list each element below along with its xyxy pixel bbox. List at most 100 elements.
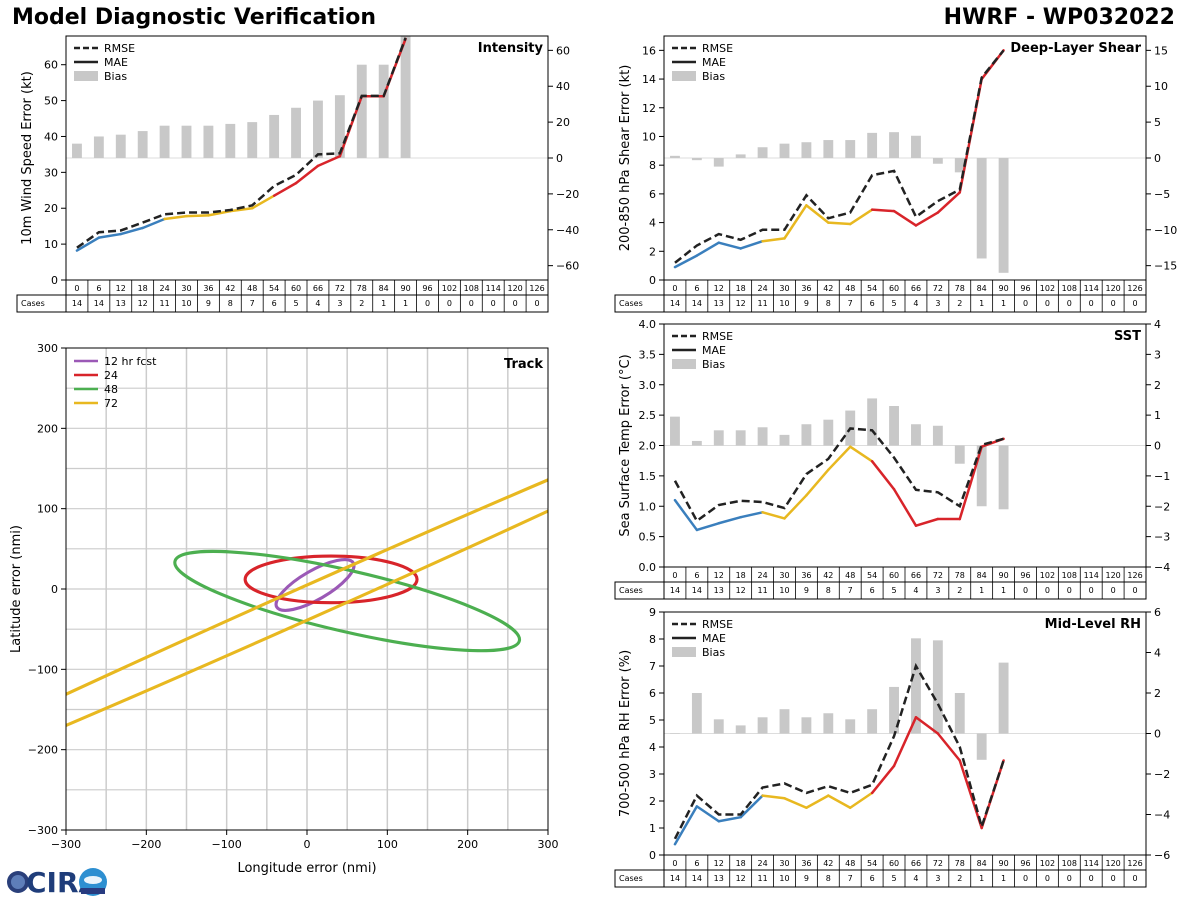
y-tick-label: 2 (649, 245, 656, 258)
cases-row (614, 294, 1147, 313)
bias-bar (670, 733, 680, 734)
hour-label: 84 (379, 284, 389, 293)
mae-segment (185, 214, 210, 218)
case-count: 0 (1111, 586, 1116, 595)
y-tick-label: 9 (649, 606, 656, 619)
x-tick-label: −200 (131, 838, 161, 851)
legend-label: 72 (104, 397, 118, 410)
cases-label: Cases (619, 874, 643, 883)
hour-label: 48 (845, 571, 855, 580)
hour-label: 6 (96, 284, 101, 293)
bias-bar (225, 123, 236, 158)
bias-bar (889, 686, 899, 734)
panel-track: −300−300−200−200−100−1000010010020020030… (9, 342, 559, 876)
hour-label: 102 (1040, 284, 1055, 293)
bias-bar (867, 132, 878, 158)
hour-label: 36 (801, 284, 811, 293)
rmse-line (673, 427, 1004, 523)
hour-label: 120 (1105, 284, 1120, 293)
case-count: 14 (670, 874, 680, 883)
case-count: 4 (913, 586, 918, 595)
hour-label: 114 (1084, 859, 1099, 868)
hour-label: 0 (672, 284, 677, 293)
case-count: 0 (1132, 874, 1137, 883)
bias-bar (757, 427, 768, 446)
y-tick-label: 12 (642, 102, 656, 115)
case-count: 0 (1089, 874, 1094, 883)
mae-segment (783, 494, 808, 520)
mae-segment (936, 732, 962, 762)
case-count: 4 (913, 874, 918, 883)
case-count: 0 (1067, 586, 1072, 595)
y-tick-label: 3 (649, 768, 656, 781)
case-count: 0 (1111, 299, 1116, 308)
mae-segment (207, 209, 232, 217)
hour-label: 84 (977, 284, 987, 293)
mae-segment (892, 487, 918, 527)
error-ellipse-2 (168, 532, 526, 671)
mae-segment (980, 49, 1005, 81)
y-tick-label: 0.5 (639, 531, 657, 544)
hour-label: 90 (998, 284, 1008, 293)
mae-segment (848, 208, 874, 226)
bias-bar (378, 64, 389, 158)
bias-bar (757, 717, 768, 734)
hour-label: 60 (889, 859, 899, 868)
cases-label: Cases (21, 299, 45, 308)
case-count: 6 (272, 299, 277, 308)
legend-bias-swatch (672, 359, 696, 369)
hour-label: 54 (867, 859, 877, 868)
hour-label: 84 (977, 571, 987, 580)
mae-segment (914, 716, 940, 735)
bias-bar (932, 640, 943, 734)
hour-label: 66 (911, 859, 921, 868)
y-axis-label: 200-850 hPa Shear Error (kt) (618, 65, 633, 252)
legend-mae-label: MAE (104, 56, 128, 69)
hour-label: 36 (801, 859, 811, 868)
case-count: 8 (826, 874, 831, 883)
mae-segment (783, 204, 808, 240)
y-tick-label: 2 (649, 795, 656, 808)
y2-tick-label: 60 (556, 44, 570, 57)
legend-bias-label: Bias (104, 70, 127, 83)
hour-label: 108 (1062, 859, 1077, 868)
y-tick-label: 16 (642, 44, 656, 57)
hour-label: 30 (181, 284, 191, 293)
y-tick-label: −200 (28, 744, 58, 757)
y-tick-label: 6 (649, 687, 656, 700)
case-count: 1 (979, 586, 984, 595)
case-count: 9 (804, 586, 809, 595)
y2-tick-label: 20 (556, 116, 570, 129)
y2-tick-label: −4 (1154, 561, 1170, 574)
y2-tick-label: 2 (1154, 687, 1161, 700)
legend-rmse-label: RMSE (104, 42, 135, 55)
case-count: 1 (979, 299, 984, 308)
mae-segment (739, 794, 764, 819)
hour-label: 48 (247, 284, 257, 293)
hour-label: 12 (116, 284, 126, 293)
bias-bar (691, 693, 702, 734)
case-count: 1 (1001, 874, 1006, 883)
hour-label: 12 (714, 284, 724, 293)
bias-bar (779, 434, 790, 446)
bias-bar (845, 140, 856, 158)
case-count: 10 (779, 586, 789, 595)
hour-label: 42 (823, 284, 833, 293)
mae-segment (827, 445, 852, 472)
hour-label: 12 (714, 859, 724, 868)
hour-label: 96 (1020, 284, 1030, 293)
mae-segment (119, 226, 144, 236)
bias-bar (137, 131, 148, 158)
case-count: 0 (1045, 299, 1050, 308)
y-tick-label: 5 (649, 714, 656, 727)
hour-label: 120 (1105, 859, 1120, 868)
case-count: 7 (848, 299, 853, 308)
bias-bar (757, 147, 768, 158)
y2-tick-label: −5 (1154, 188, 1170, 201)
y-tick-label: 0.0 (639, 561, 657, 574)
bias-bar (867, 709, 878, 734)
y-tick-label: 0 (51, 583, 58, 596)
bias-bar (801, 424, 812, 446)
